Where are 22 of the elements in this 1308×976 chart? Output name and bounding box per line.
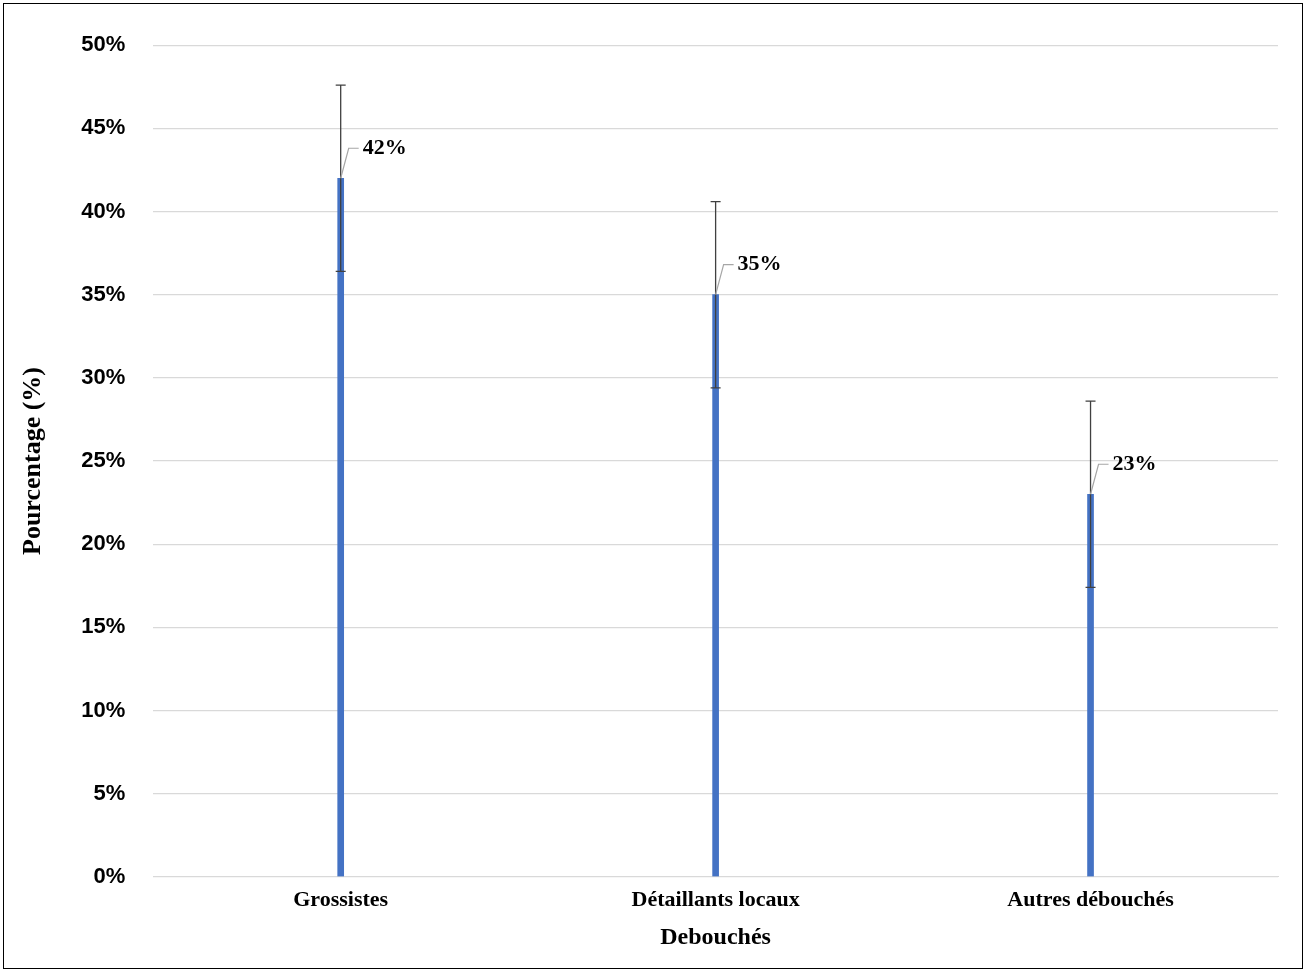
y-tick-label: 20% (81, 530, 126, 556)
x-tick-label: Détaillants locaux (631, 885, 800, 911)
y-tick-label: 30% (81, 363, 126, 389)
x-axis-title: Debouchés (660, 922, 771, 949)
bar (337, 177, 345, 877)
y-tick-label: 5% (93, 779, 126, 805)
y-tick-label: 25% (81, 447, 126, 473)
y-tick-label: 50% (81, 31, 126, 57)
y-axis-title: Pourcentage (%) (17, 367, 47, 555)
x-tick-label: Grossistes (293, 885, 389, 911)
y-tick-label: 15% (81, 613, 126, 639)
data-label: 35% (737, 250, 782, 276)
data-label: 23% (1112, 449, 1157, 475)
y-tick-label: 40% (81, 197, 126, 223)
bar (1087, 493, 1094, 877)
x-tick-label: Autres débouchés (1007, 885, 1175, 911)
y-tick-label: 10% (81, 696, 126, 722)
data-label: 42% (362, 133, 407, 159)
y-tick-label: 45% (81, 114, 126, 140)
y-tick-label: 35% (81, 280, 126, 306)
bar (712, 294, 719, 877)
y-tick-label: 0% (93, 862, 126, 888)
